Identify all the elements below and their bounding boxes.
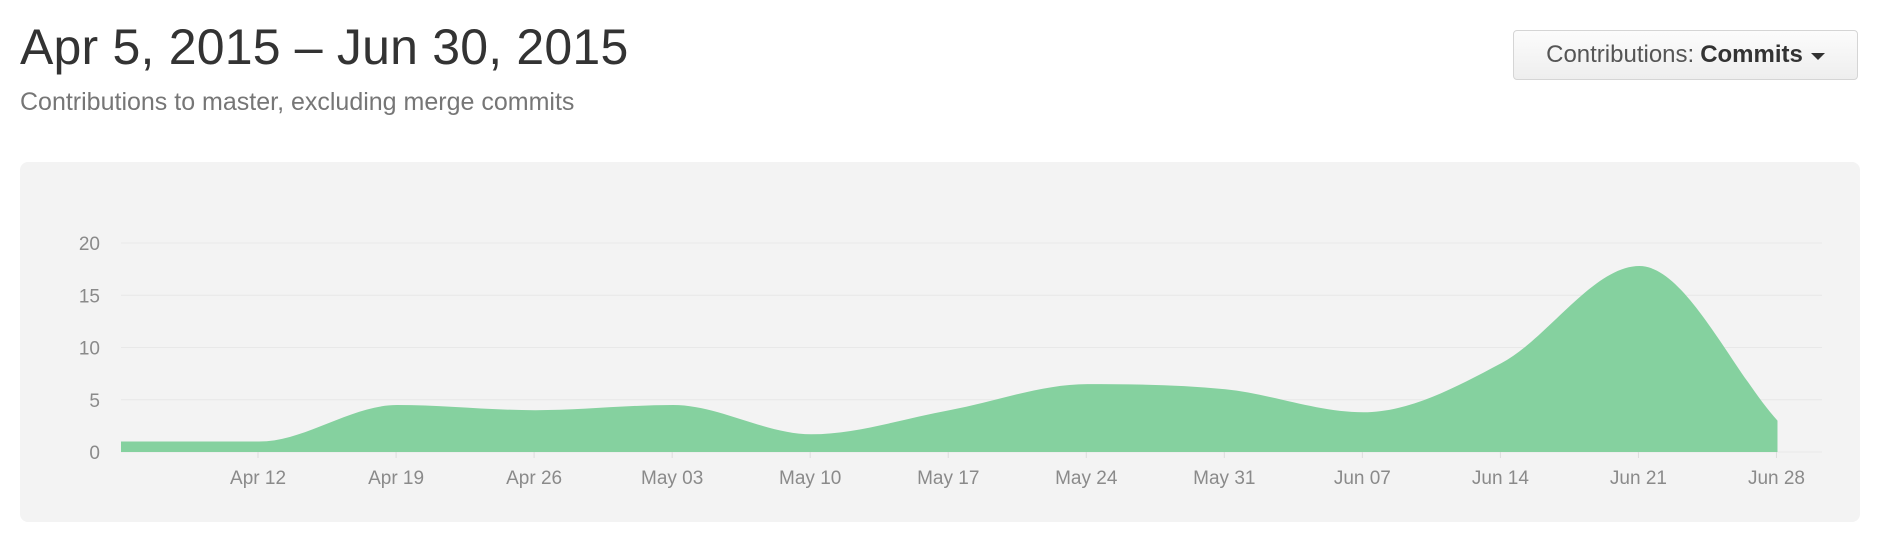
x-tick-label: Jun 21 [1610,468,1667,489]
x-tick-label: May 31 [1193,468,1255,489]
y-tick-label: 20 [79,234,100,255]
x-tick-label: May 17 [917,468,979,489]
caret-down-icon [1810,52,1825,60]
x-tick-label: Jun 07 [1334,468,1391,489]
y-tick-label: 10 [79,339,100,360]
y-tick-label: 15 [79,286,100,307]
dropdown-prefix-label: Contributions: [1546,41,1695,68]
x-tick-label: May 10 [779,468,841,489]
x-tick-label: Jun 14 [1472,468,1529,489]
x-tick-label: Apr 26 [506,468,562,489]
contributions-dropdown-button[interactable]: Contributions: Commits [1513,30,1858,80]
page-subtitle: Contributions to master, excluding merge… [20,88,575,116]
x-tick-label: Jun 28 [1748,468,1805,489]
area-layer [121,265,1778,452]
y-tick-label: 0 [89,443,100,464]
x-tick-label: May 03 [641,468,703,489]
y-tick-label: 5 [89,391,100,412]
dropdown-selected-value: Commits [1700,41,1803,68]
x-axis: Apr 12 Apr 19 Apr 26 May 03 May 10 May 17 May … [230,452,1805,489]
x-tick-label: Apr 12 [230,468,286,489]
page-title: Apr 5, 2015 – Jun 30, 2015 [20,19,629,75]
commits-area [121,265,1778,452]
x-tick-label: Apr 19 [368,468,424,489]
x-tick-label: May 24 [1055,468,1118,489]
y-axis: 0 5 10 15 20 [79,234,100,464]
